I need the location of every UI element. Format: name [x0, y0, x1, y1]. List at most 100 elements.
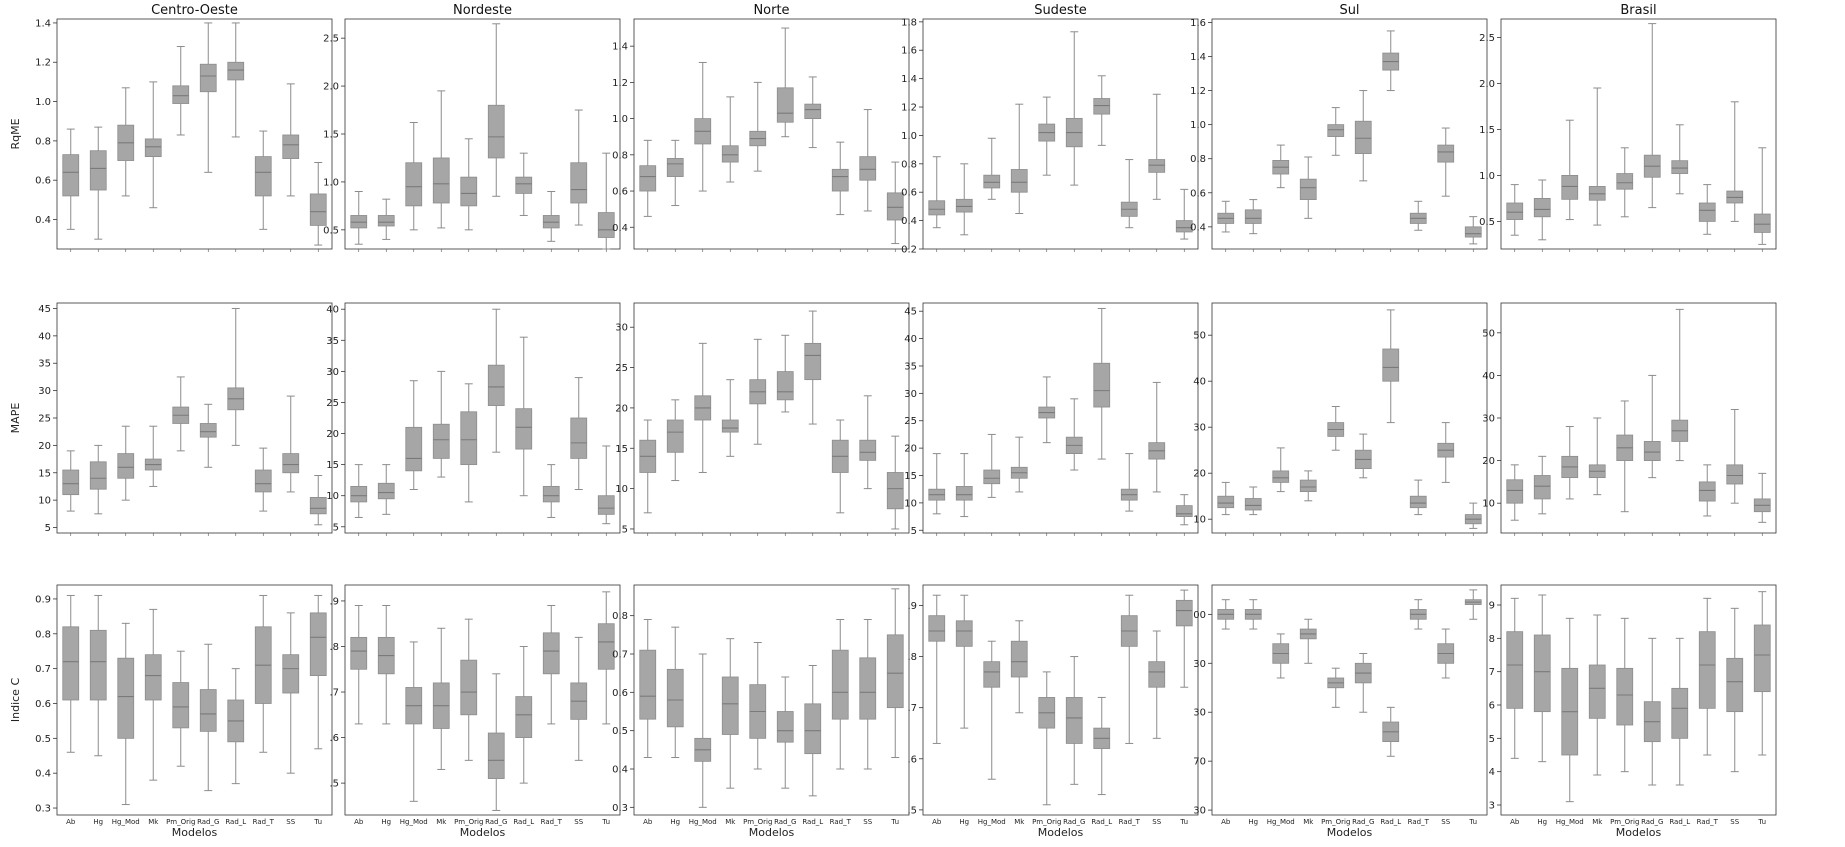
box-ss — [859, 619, 877, 770]
box-pm-orig — [1616, 400, 1634, 513]
box-iqr — [721, 676, 739, 735]
box-tu — [1175, 589, 1193, 688]
x-tick-label: Rad_T — [1697, 818, 1719, 826]
y-tick-label: 25 — [615, 363, 628, 374]
box-iqr — [1299, 178, 1317, 200]
box-pm-orig — [172, 650, 190, 767]
box-rad-l — [515, 152, 533, 216]
panel-frame — [633, 18, 910, 250]
box-iqr — [859, 156, 877, 181]
box-iqr — [377, 215, 395, 227]
box-rad-g — [1354, 90, 1372, 182]
box-rad-g — [1354, 433, 1372, 479]
box-hg-mod — [1561, 426, 1579, 500]
box-rad-t — [1120, 159, 1138, 229]
y-tick-label: 30 — [1193, 659, 1206, 670]
box-mk — [1010, 436, 1028, 493]
box-iqr — [597, 623, 615, 670]
box-iqr — [377, 482, 395, 500]
box-iqr — [487, 364, 505, 406]
box-hg-mod — [694, 342, 712, 473]
y-tick-label: 0.4 — [35, 769, 51, 780]
box-tu — [1753, 472, 1771, 523]
box-hg — [1533, 455, 1551, 515]
x-tick-label: SS — [863, 818, 872, 826]
box-iqr — [89, 461, 107, 490]
box-mk — [721, 638, 739, 789]
box-rad-g — [1065, 398, 1083, 471]
box-ss — [1148, 93, 1166, 200]
x-tick-label: Mk — [148, 818, 159, 826]
box-iqr — [1217, 495, 1235, 509]
box-rad-g — [1643, 637, 1661, 786]
box-mk — [432, 90, 450, 229]
box-iqr — [721, 145, 739, 163]
x-tick-label: Pm_Orig — [1321, 818, 1350, 826]
box-rad-t — [1698, 597, 1716, 756]
box-iqr — [1753, 213, 1771, 233]
box-iqr — [666, 158, 684, 177]
box-mk — [144, 425, 162, 487]
box-iqr — [955, 620, 973, 647]
y-tick-label: 30 — [1193, 806, 1206, 817]
box-iqr — [432, 157, 450, 204]
x-tick-label: Rad_G — [1641, 818, 1663, 826]
x-tick-label: Ab — [1510, 818, 1520, 826]
box-rad-l — [804, 310, 822, 425]
panel-title: Sudeste — [1034, 3, 1087, 18]
box-rad-t — [1120, 453, 1138, 512]
box-hg — [666, 626, 684, 758]
box-hg-mod — [983, 137, 1001, 200]
panel-brasil-indice-c: 3 4 5 6 7 8 9 Ab Hg Hg_Mod Mk Pm_Orig Rad_G Rad_L Rad_… — [1489, 584, 1777, 839]
box-iqr — [804, 703, 822, 755]
panel-title: Brasil — [1620, 3, 1656, 18]
y-tick-label: 15 — [326, 460, 339, 471]
box-iqr — [1148, 661, 1166, 688]
box-rad-l — [804, 76, 822, 149]
box-iqr — [1698, 631, 1716, 709]
box-mk — [1299, 470, 1317, 502]
box-rad-g — [1354, 653, 1372, 713]
x-tick-label: SS — [286, 818, 295, 826]
box-tu — [597, 445, 615, 525]
x-tick-label: SS — [1730, 818, 1739, 826]
box-iqr — [460, 659, 478, 716]
box-iqr — [350, 636, 368, 670]
box-hg — [1533, 179, 1551, 241]
box-iqr — [282, 453, 300, 474]
box-ab — [62, 594, 80, 753]
x-tick-label: Mk — [1592, 818, 1603, 826]
x-tick-label: Hg — [381, 818, 391, 826]
box-iqr — [1299, 479, 1317, 493]
box-mk — [432, 627, 450, 770]
box-ab — [1217, 599, 1235, 630]
x-tick-label: Tu — [313, 818, 322, 826]
box-ab — [62, 450, 80, 512]
box-rad-t — [1409, 479, 1427, 516]
box-ss — [282, 612, 300, 774]
box-hg-mod — [117, 622, 135, 806]
box-iqr — [309, 497, 327, 515]
box-iqr — [1272, 470, 1290, 483]
box-hg — [1244, 599, 1262, 630]
y-tick-label: .9 — [907, 601, 917, 612]
box-hg-mod — [1561, 119, 1579, 221]
x-tick-label: Hg — [1248, 818, 1258, 826]
box-ss — [859, 109, 877, 212]
box-iqr — [117, 657, 135, 739]
box-iqr — [983, 661, 1001, 688]
box-iqr — [1726, 464, 1744, 485]
x-axis-label: Modelos — [460, 826, 506, 839]
y-tick-label: 1.2 — [901, 103, 917, 114]
box-iqr — [570, 417, 588, 459]
x-tick-label: Tu — [601, 818, 610, 826]
x-tick-label: Ab — [66, 818, 76, 826]
box-ab — [928, 156, 946, 229]
y-tick-label: 25 — [904, 416, 917, 427]
box-rad-l — [1382, 30, 1400, 92]
y-tick-label: 40 — [1482, 371, 1495, 382]
box-rad-g — [199, 403, 217, 468]
box-iqr — [983, 469, 1001, 485]
y-tick-label: 40 — [1193, 377, 1206, 388]
